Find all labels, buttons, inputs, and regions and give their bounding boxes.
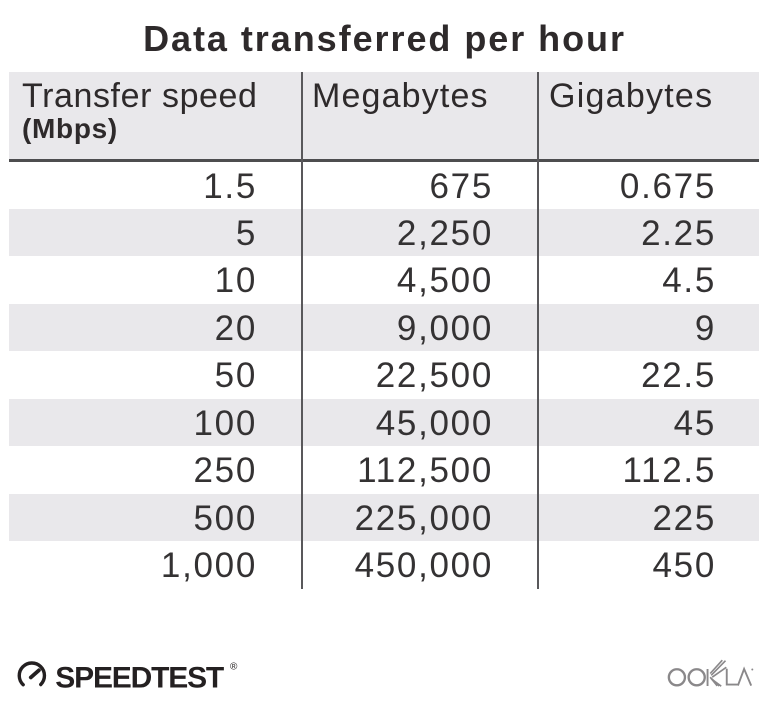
svg-text:SPEEDTEST: SPEEDTEST	[55, 661, 224, 694]
svg-text:®: ®	[230, 662, 238, 673]
